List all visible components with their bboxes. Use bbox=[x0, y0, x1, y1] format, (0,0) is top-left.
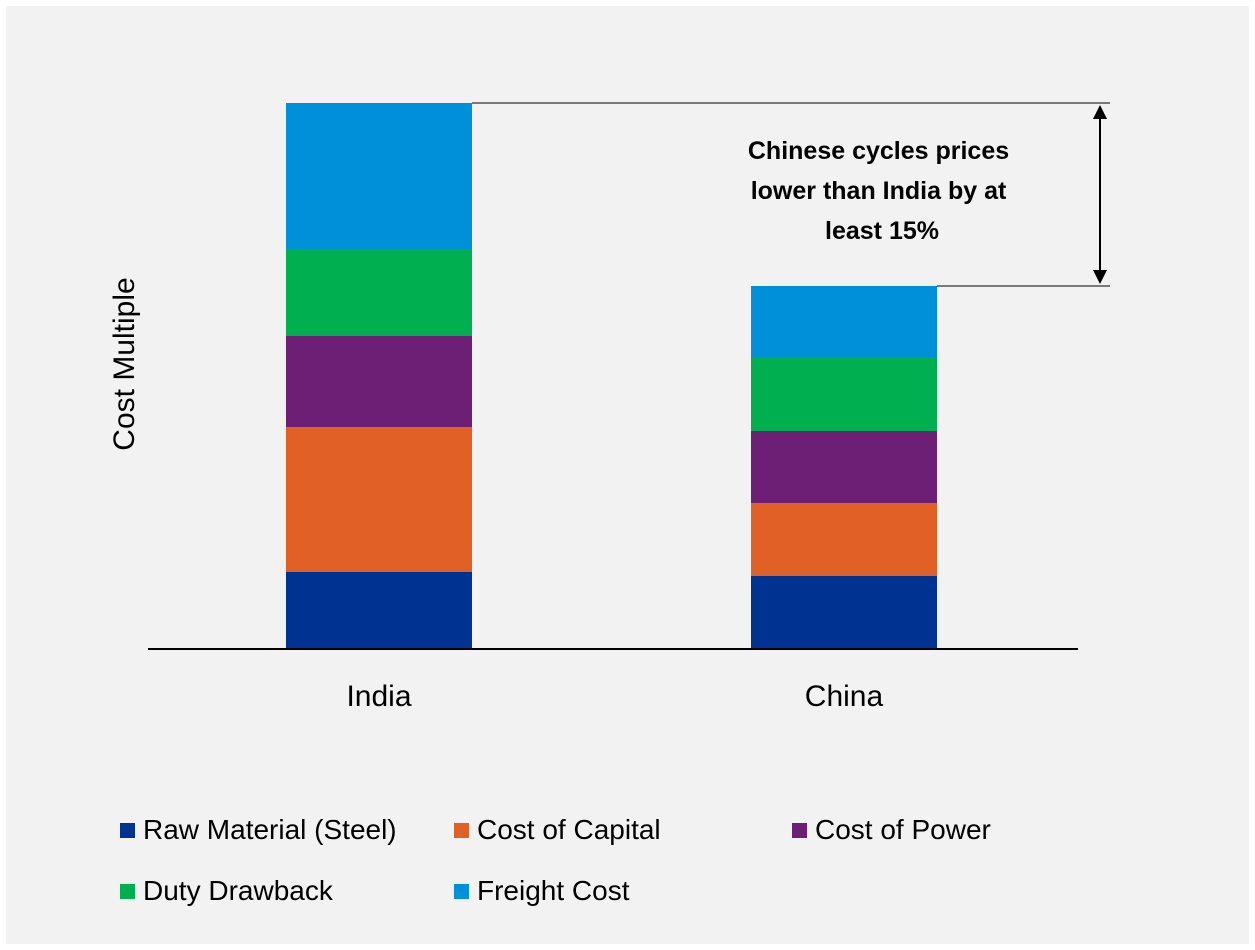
bar-segment-china-2 bbox=[751, 431, 937, 503]
legend-label: Cost of Capital bbox=[477, 814, 661, 845]
arrow-down-icon bbox=[1093, 270, 1107, 284]
bar-segment-china-1 bbox=[751, 503, 937, 576]
annotation-line-2: lower than India by at bbox=[751, 177, 1007, 205]
annotation-line-1: Chinese cycles prices bbox=[748, 137, 1009, 165]
x-tick-label-india: India bbox=[346, 680, 411, 713]
legend-label: Freight Cost bbox=[477, 875, 630, 906]
arrow-up-icon bbox=[1093, 105, 1107, 119]
legend-swatch-icon bbox=[454, 883, 469, 899]
bar-segment-india-2 bbox=[286, 336, 472, 427]
bar-segment-china-3 bbox=[751, 357, 937, 431]
bar-segment-india-4 bbox=[286, 103, 472, 249]
bars-layer bbox=[286, 103, 937, 649]
y-axis-title: Cost Multiple bbox=[108, 277, 141, 450]
bar-segment-india-0 bbox=[286, 572, 472, 649]
stacked-bar-chart: India China Cost Multiple Chinese cycles… bbox=[108, 102, 1110, 713]
legend-swatch-icon bbox=[454, 822, 469, 838]
legend-item-cost-of-power: Cost of Power bbox=[792, 814, 991, 846]
bar-segment-india-3 bbox=[286, 249, 472, 336]
legend-label: Raw Material (Steel) bbox=[143, 814, 397, 845]
annotation-text: Chinese cycles prices lower than India b… bbox=[748, 137, 1016, 245]
legend-label: Cost of Power bbox=[815, 814, 991, 845]
chart-canvas: India China Cost Multiple Chinese cycles… bbox=[6, 6, 1249, 944]
legend-swatch-icon bbox=[120, 883, 135, 899]
legend-swatch-icon bbox=[792, 822, 807, 838]
legend-item-duty-drawback: Duty Drawback bbox=[120, 875, 333, 907]
bar-segment-india-1 bbox=[286, 427, 472, 572]
bar-segment-china-4 bbox=[751, 286, 937, 357]
legend-swatch-icon bbox=[120, 822, 135, 838]
legend-label: Duty Drawback bbox=[143, 875, 333, 906]
legend-item-freight-cost: Freight Cost bbox=[454, 875, 630, 907]
legend-item-raw-material: Raw Material (Steel) bbox=[120, 814, 397, 846]
legend-item-cost-of-capital: Cost of Capital bbox=[454, 814, 661, 846]
bar-segment-china-0 bbox=[751, 576, 937, 649]
x-tick-label-china: China bbox=[805, 680, 884, 713]
annotation-line-3: least 15% bbox=[825, 217, 939, 245]
